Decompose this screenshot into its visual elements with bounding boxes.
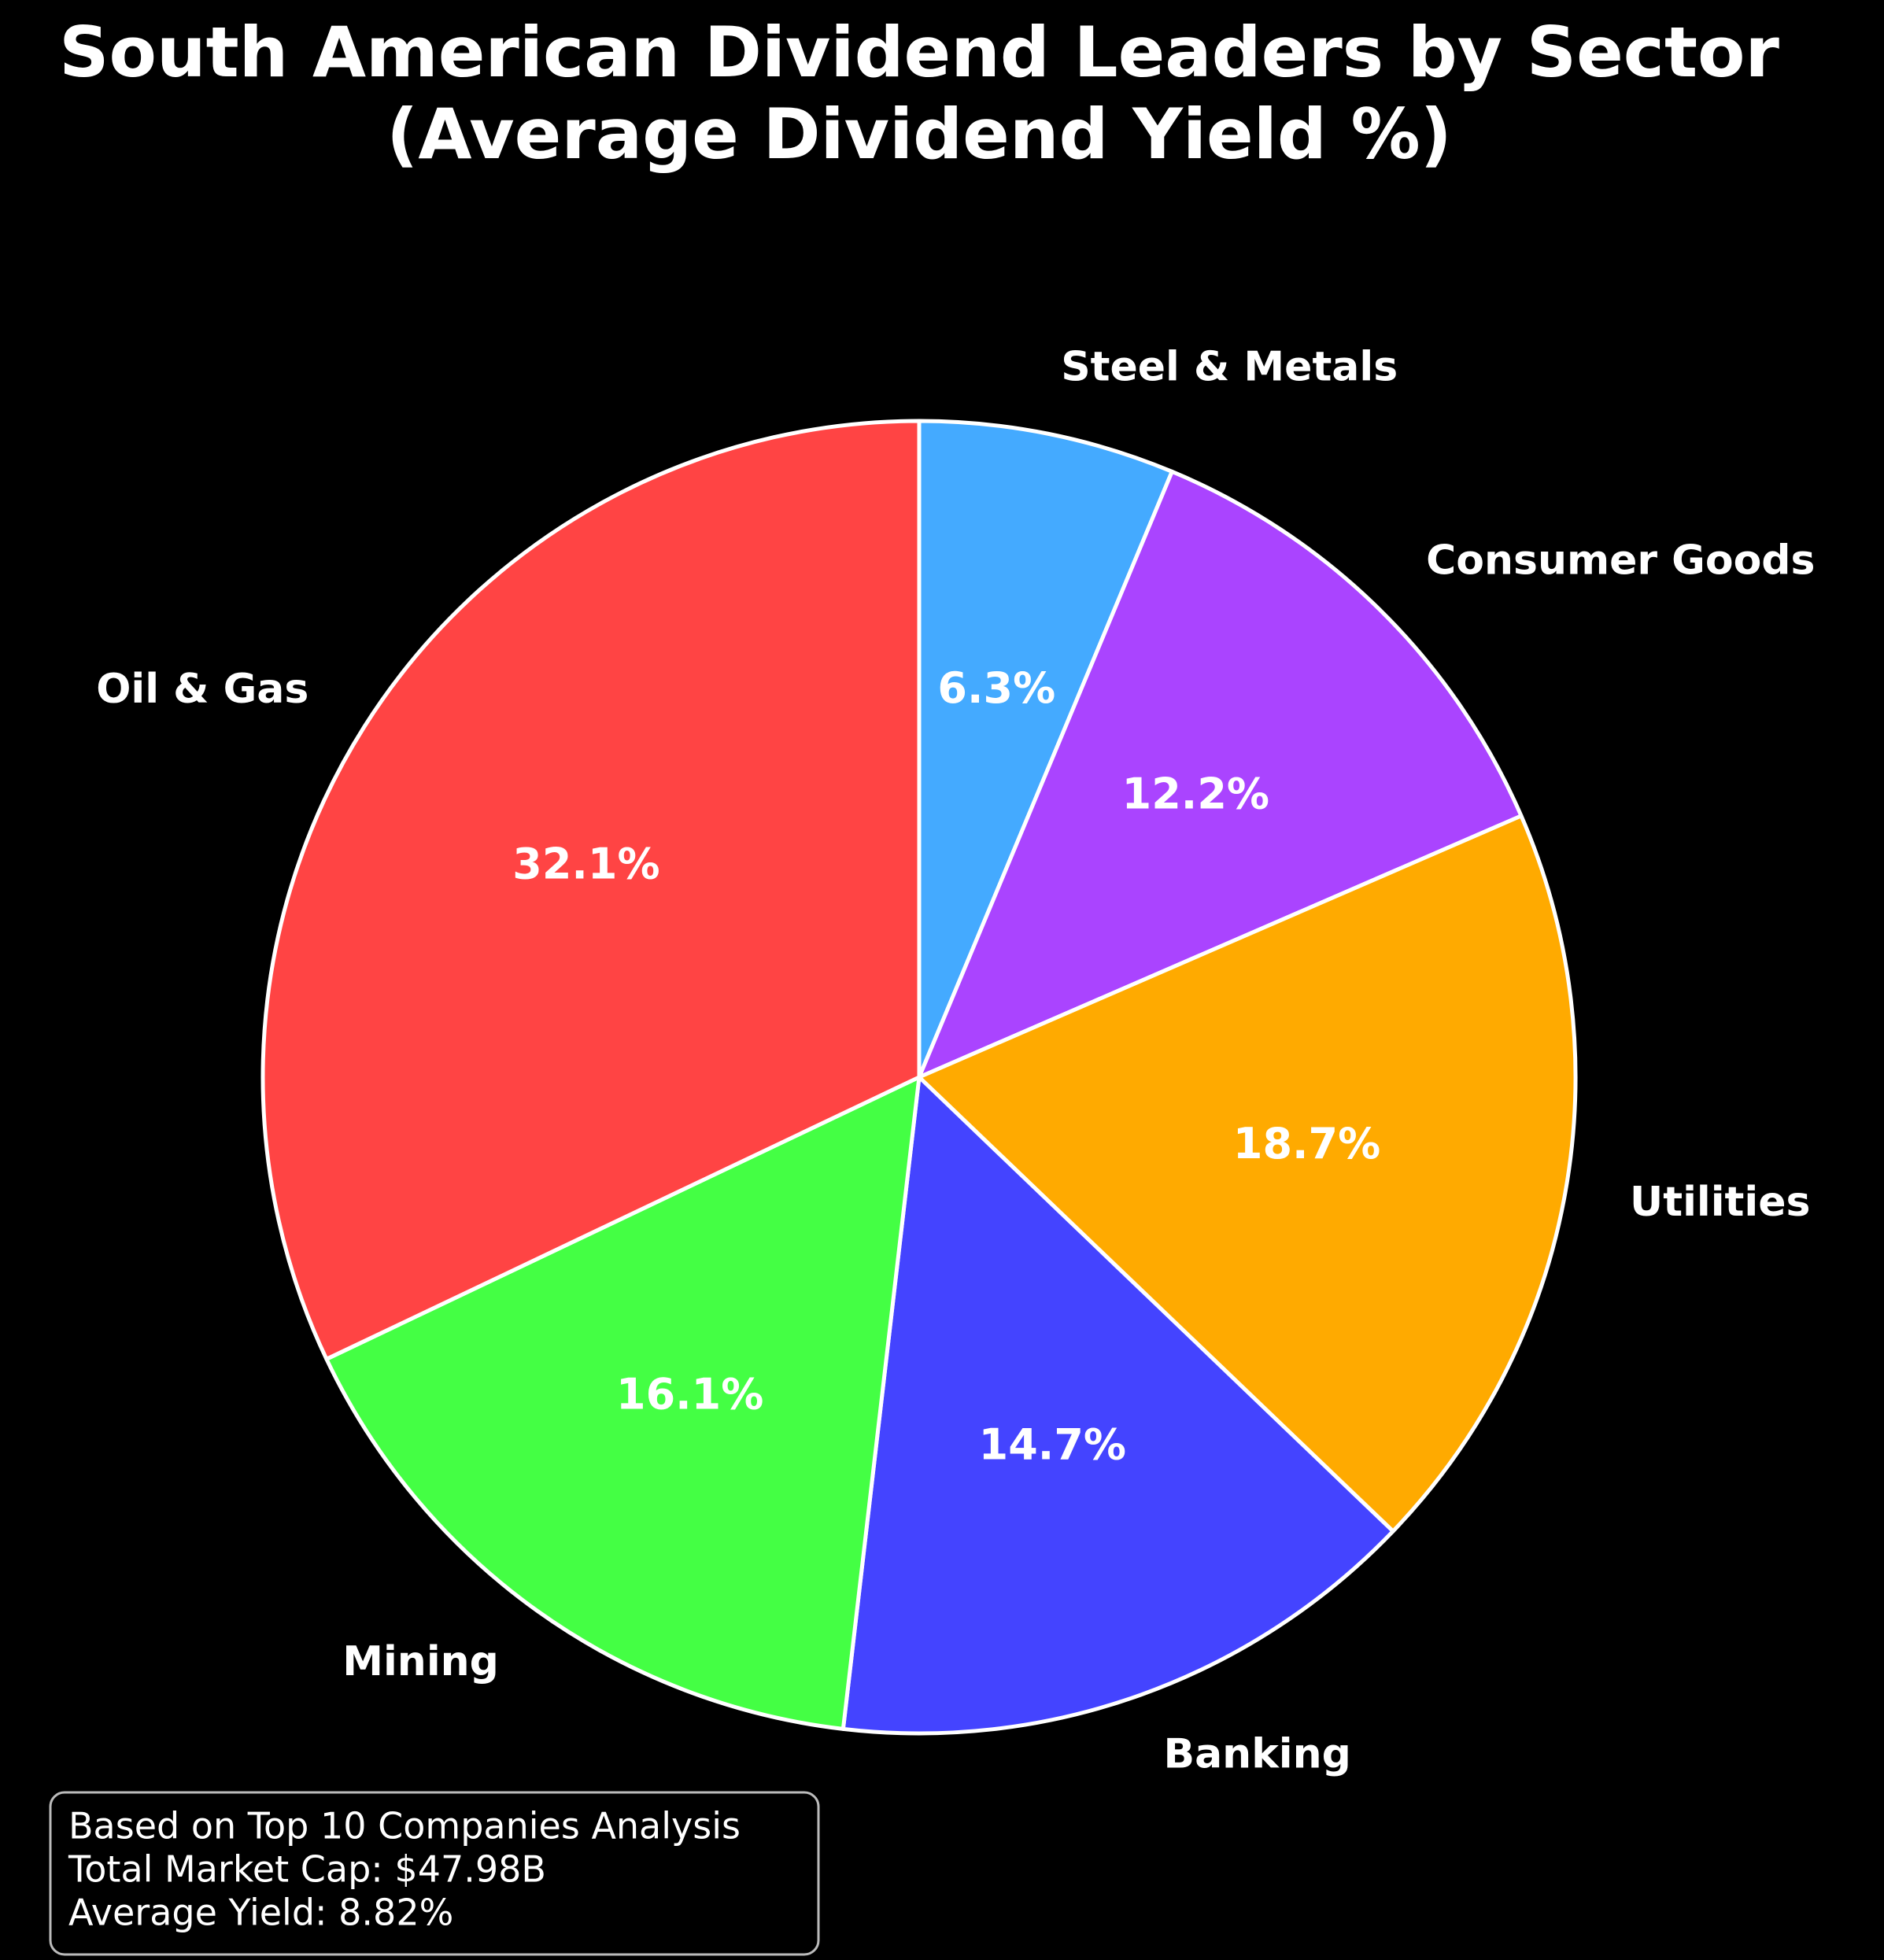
slice-label: Oil & Gas xyxy=(96,666,308,713)
chart-title: (Average Dividend Yield %) xyxy=(386,94,1452,175)
annotation: Total Market Cap: $47.98B xyxy=(68,1848,546,1891)
pie-slice xyxy=(917,419,1174,1080)
pie-slice xyxy=(260,419,922,1361)
value-label: 18.7% xyxy=(1233,1119,1380,1168)
slice-label: Banking xyxy=(1163,1730,1350,1777)
value-label: 12.2% xyxy=(1122,769,1269,818)
pie-slice xyxy=(917,469,1524,1080)
slice-label: Utilities xyxy=(1630,1179,1810,1226)
value-label: 14.7% xyxy=(979,1420,1126,1470)
slice-label: Consumer Goods xyxy=(1426,537,1815,585)
value-label: 32.1% xyxy=(512,839,659,888)
pie-slice xyxy=(917,814,1578,1534)
pie-slice xyxy=(840,1075,1395,1736)
slice-label: Mining xyxy=(342,1638,499,1685)
pie-slice xyxy=(324,1075,922,1731)
annotation: Average Yield: 8.82% xyxy=(68,1892,453,1934)
chart-title: South American Dividend Leaders by Secto… xyxy=(59,12,1779,93)
value-label: 6.3% xyxy=(937,663,1055,713)
pie xyxy=(260,419,1578,1736)
value-label: 16.1% xyxy=(616,1369,763,1419)
annotation: Based on Top 10 Companies Analysis xyxy=(68,1805,741,1847)
slice-label: Steel & Metals xyxy=(1061,343,1398,390)
annotation-box xyxy=(49,1791,820,1956)
